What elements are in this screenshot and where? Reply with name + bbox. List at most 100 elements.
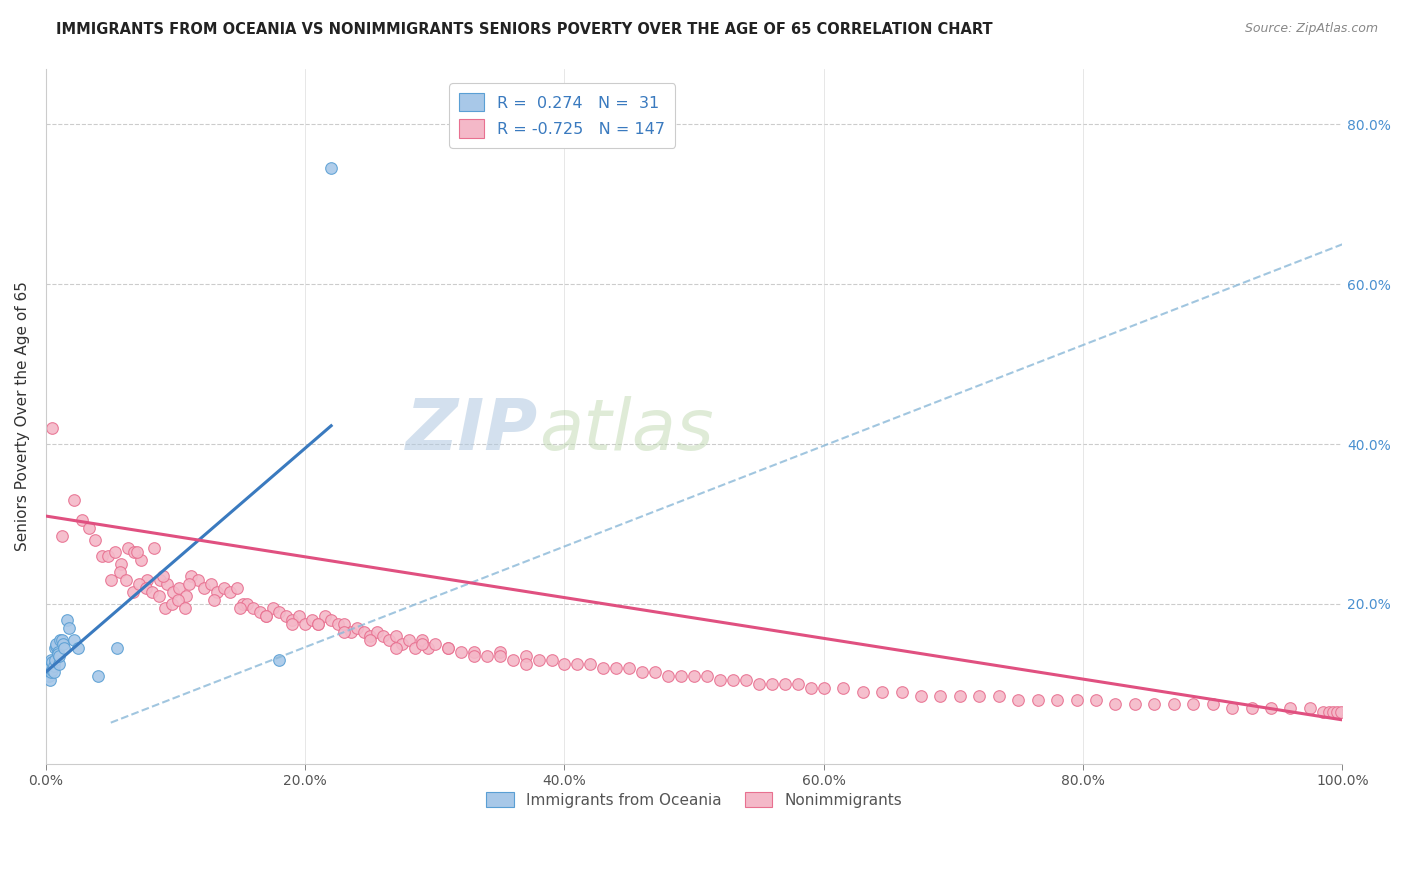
Point — [696, 669, 718, 683]
Point — [97, 549, 120, 563]
Point — [398, 632, 420, 647]
Point — [385, 629, 408, 643]
Text: Source: ZipAtlas.com: Source: ZipAtlas.com — [1244, 22, 1378, 36]
Point — [141, 585, 163, 599]
Point — [148, 589, 170, 603]
Point — [177, 577, 200, 591]
Point — [773, 677, 796, 691]
Point — [404, 640, 426, 655]
Point — [63, 632, 86, 647]
Point — [38, 673, 60, 687]
Point — [423, 637, 446, 651]
Point — [1182, 697, 1205, 711]
Point — [326, 617, 349, 632]
Point — [287, 609, 309, 624]
Point — [1201, 697, 1223, 711]
Point — [274, 609, 297, 624]
Point — [657, 669, 679, 683]
Point — [55, 613, 77, 627]
Point — [204, 593, 226, 607]
Point — [229, 601, 252, 615]
Point — [67, 640, 90, 655]
Point — [748, 677, 770, 691]
Point — [307, 617, 329, 632]
Point — [605, 661, 627, 675]
Point — [180, 569, 202, 583]
Point — [800, 681, 823, 695]
Point — [721, 673, 744, 687]
Point — [567, 657, 589, 671]
Point — [281, 613, 304, 627]
Point — [48, 657, 70, 671]
Point — [339, 624, 361, 639]
Point — [929, 689, 952, 703]
Point — [1326, 705, 1348, 719]
Point — [155, 601, 177, 615]
Point — [174, 589, 197, 603]
Point — [709, 673, 731, 687]
Point — [1317, 705, 1340, 719]
Point — [42, 665, 65, 679]
Text: ZIP: ZIP — [406, 395, 538, 465]
Point — [391, 637, 413, 651]
Point — [46, 645, 69, 659]
Point — [125, 545, 148, 559]
Point — [366, 624, 388, 639]
Point — [269, 605, 291, 619]
Point — [949, 689, 972, 703]
Point — [1312, 705, 1334, 719]
Point — [1046, 693, 1069, 707]
Point — [813, 681, 835, 695]
Point — [735, 673, 758, 687]
Point — [77, 521, 100, 535]
Point — [242, 601, 264, 615]
Point — [321, 161, 343, 176]
Point — [333, 617, 356, 632]
Point — [515, 648, 537, 663]
Point — [90, 549, 112, 563]
Point — [135, 581, 157, 595]
Point — [48, 648, 70, 663]
Point — [411, 637, 433, 651]
Point — [301, 613, 323, 627]
Point — [852, 685, 875, 699]
Point — [105, 640, 128, 655]
Point — [553, 657, 575, 671]
Point — [46, 647, 69, 661]
Point — [254, 609, 277, 624]
Point — [294, 617, 316, 632]
Text: atlas: atlas — [538, 395, 713, 465]
Point — [371, 629, 394, 643]
Point — [249, 605, 271, 619]
Point — [1220, 701, 1243, 715]
Point — [38, 669, 60, 683]
Point — [149, 573, 172, 587]
Point — [232, 597, 254, 611]
Point — [321, 613, 343, 627]
Point — [1330, 705, 1353, 719]
Point — [418, 640, 440, 655]
Point — [987, 689, 1010, 703]
Point — [910, 689, 932, 703]
Point — [63, 493, 86, 508]
Point — [122, 545, 145, 559]
Point — [129, 553, 152, 567]
Point — [1299, 701, 1322, 715]
Point — [832, 681, 855, 695]
Point — [51, 632, 73, 647]
Point — [269, 653, 291, 667]
Point — [52, 637, 75, 651]
Point — [49, 632, 72, 647]
Point — [169, 581, 191, 595]
Point — [463, 645, 485, 659]
Point — [219, 585, 242, 599]
Point — [1026, 693, 1049, 707]
Point — [128, 577, 150, 591]
Point — [969, 689, 991, 703]
Point — [110, 557, 132, 571]
Point — [669, 669, 692, 683]
Legend: Immigrants from Oceania, Nonimmigrants: Immigrants from Oceania, Nonimmigrants — [478, 784, 910, 815]
Point — [42, 659, 65, 673]
Point — [515, 657, 537, 671]
Point — [761, 677, 783, 691]
